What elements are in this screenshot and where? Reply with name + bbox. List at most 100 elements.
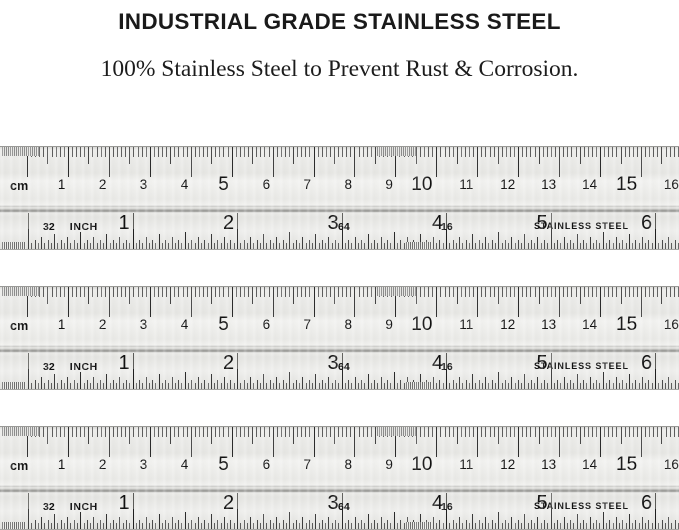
imperial-fine-tick-band [406, 522, 433, 529]
metric-tick [227, 147, 229, 157]
metric-tick [481, 147, 483, 157]
imperial-tick [609, 520, 611, 529]
metric-tick [219, 287, 221, 297]
metric-tick [579, 427, 581, 444]
imperial-tick [328, 237, 330, 249]
metric-tick [321, 287, 323, 297]
imperial-tick [158, 514, 160, 529]
metric-tick [321, 147, 323, 157]
imperial-tick [357, 383, 359, 389]
imperial-tick [116, 243, 118, 249]
imperial-tick [47, 520, 49, 529]
imperial-tick [658, 243, 660, 249]
metric-tick [436, 287, 438, 317]
imperial-tick [361, 240, 363, 249]
metric-tick [510, 427, 511, 437]
imperial-tick [602, 372, 604, 389]
metric-label-8: 8 [344, 317, 353, 332]
imperial-inch-rule [655, 213, 656, 237]
imperial-tick [517, 240, 519, 249]
metric-tick [264, 147, 266, 157]
imperial-tick [560, 243, 562, 249]
metric-tick [620, 427, 622, 444]
metric-tick [620, 287, 622, 304]
metric-tick [59, 287, 61, 297]
metric-label-15: 15 [616, 174, 638, 195]
metric-tick [72, 427, 74, 437]
imperial-tick [478, 380, 480, 389]
metric-tick [203, 287, 204, 297]
metric-tick [485, 287, 487, 297]
imperial-tick [641, 517, 643, 529]
imperial-labels-2: INCH 32 64 16 STAINLESS STEEL 1 2 3 4 5 6 [0, 353, 679, 377]
metric-tick [493, 147, 495, 157]
metric-tick [268, 147, 270, 157]
metric-tick [125, 147, 127, 157]
imperial-tick [540, 383, 542, 389]
imperial-tick [57, 243, 59, 249]
imperial-tick [459, 517, 461, 529]
metric-tick [27, 427, 28, 457]
imperial-tick [668, 237, 670, 249]
imperial-label-2: 2 [223, 492, 235, 514]
imperial-tick [103, 383, 105, 389]
imperial-tick [109, 383, 111, 389]
imperial-tick [508, 243, 510, 249]
metric-tick [473, 147, 475, 157]
imperial-tick [96, 523, 98, 529]
imperial-tick [488, 383, 490, 389]
metric-tick [546, 287, 548, 297]
imperial-tick [589, 377, 591, 389]
metric-tick [460, 147, 462, 157]
metric-tick [243, 287, 245, 297]
imperial-tick [566, 383, 568, 389]
metric-tick [518, 427, 520, 457]
metric-tick [112, 147, 114, 157]
imperial-tick [475, 523, 477, 529]
imperial-tick [256, 240, 258, 249]
metric-tick [669, 427, 671, 437]
imperial-tick [230, 380, 232, 389]
metric-tick [456, 287, 458, 304]
metric-tick [546, 427, 548, 437]
imperial-tick [674, 520, 676, 529]
metric-tick [67, 147, 69, 177]
imperial-tick [615, 517, 617, 529]
imperial-tick [328, 517, 330, 529]
metric-tick [419, 147, 421, 157]
metric-tick [440, 427, 442, 437]
imperial-tick [220, 383, 222, 389]
metric-tick [325, 427, 327, 437]
imperial-tick [387, 240, 389, 249]
metric-tick [497, 287, 499, 304]
metric-tick [616, 287, 618, 297]
metric-tick [203, 147, 204, 157]
metric-label-10: 10 [411, 314, 433, 335]
metric-tick [43, 427, 45, 437]
imperial-tick [465, 380, 467, 389]
metric-tick [342, 147, 344, 157]
metric-tick [501, 147, 503, 157]
metric-label-5: 5 [218, 454, 229, 475]
metric-tick [522, 147, 524, 157]
metric-label-3: 3 [139, 177, 148, 192]
imperial-tick [184, 512, 186, 529]
metric-tick [104, 427, 106, 437]
imperial-tick [599, 243, 601, 249]
imperial-tick [664, 523, 666, 529]
imperial-tick [112, 240, 114, 249]
imperial-tick [266, 383, 268, 389]
imperial-tick [387, 520, 389, 529]
metric-tick [456, 427, 458, 444]
metric-tick [338, 147, 340, 157]
imperial-tick [90, 383, 92, 389]
imperial-tick [514, 383, 516, 389]
metric-tick [563, 147, 565, 157]
metric-tick [211, 287, 213, 304]
imperial-tick [619, 523, 621, 529]
imperial-inch-rule [550, 213, 552, 237]
metric-tick [239, 287, 241, 297]
imperial-tick [73, 240, 75, 249]
metric-tick [374, 287, 376, 304]
imperial-tick [521, 243, 523, 249]
